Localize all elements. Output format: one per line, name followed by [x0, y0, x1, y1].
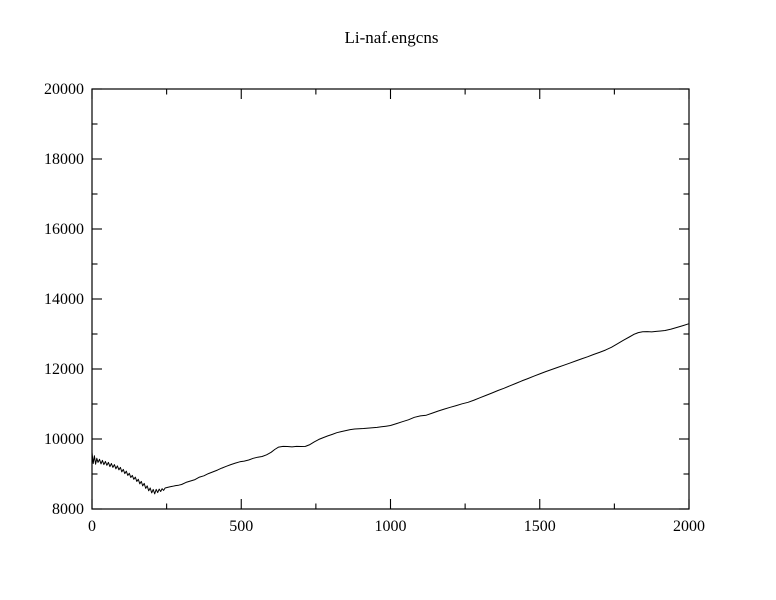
- x-tick-label: 2000: [673, 518, 705, 535]
- axes-frame: [91, 88, 690, 510]
- y-tick-label: 8000: [52, 501, 84, 518]
- y-tick-label: 12000: [44, 361, 84, 378]
- y-tick-label: 16000: [44, 221, 84, 238]
- plot-frame: [91, 88, 690, 510]
- data-series: [91, 323, 690, 495]
- tick-marks: [91, 88, 690, 510]
- chart-title: Li-naf.engcns: [345, 28, 439, 47]
- energy-curve: [91, 323, 690, 495]
- y-tick-label: 14000: [44, 291, 84, 308]
- y-tick-label: 18000: [44, 151, 84, 168]
- y-tick-label: 20000: [44, 81, 84, 98]
- y-tick-label: 10000: [44, 431, 84, 448]
- tick-labels: 0 500 1000 1500 2000 8000 10000 12000 14000 16000…: [44, 81, 705, 535]
- x-tick-label: 500: [229, 518, 253, 535]
- x-tick-label: 1500: [524, 518, 556, 535]
- x-tick-label: 1000: [375, 518, 407, 535]
- x-tick-label: 0: [88, 518, 96, 535]
